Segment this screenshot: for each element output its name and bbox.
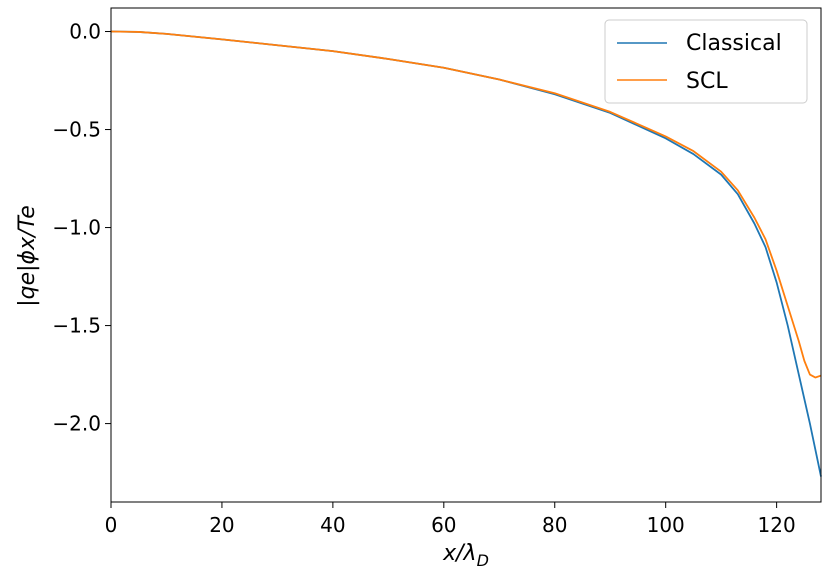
ticks-layer: 0 20 40 60 80 100 120 0.0 −0.5 −1.0 −1.5 −2.0 xyxy=(52,20,795,537)
x-tick-label: 100 xyxy=(647,513,685,537)
series-layer xyxy=(110,30,822,477)
y-tick-label: −1.5 xyxy=(52,314,101,338)
y-axis-label: |qe|ϕx/Te xyxy=(15,205,40,307)
x-tick-label: 20 xyxy=(209,513,234,537)
y-tick-label: −0.5 xyxy=(52,118,101,142)
series-line-scl xyxy=(110,30,822,379)
x-tick-label: 120 xyxy=(758,513,796,537)
x-tick-label: 80 xyxy=(542,513,567,537)
plot-frame xyxy=(110,7,822,503)
x-tick-label: 0 xyxy=(105,513,118,537)
x-tick-label: 60 xyxy=(431,513,456,537)
x-tick-label: 40 xyxy=(320,513,345,537)
legend: Classical SCL xyxy=(604,19,808,104)
x-axis-label: x/λD xyxy=(442,541,489,570)
legend-label-classical: Classical xyxy=(686,31,782,56)
y-tick-label: 0.0 xyxy=(69,20,101,44)
y-tick-label: −1.0 xyxy=(52,216,101,240)
legend-label-scl: SCL xyxy=(686,69,728,94)
y-tick-label: −2.0 xyxy=(52,412,101,436)
legend-box xyxy=(604,19,808,104)
